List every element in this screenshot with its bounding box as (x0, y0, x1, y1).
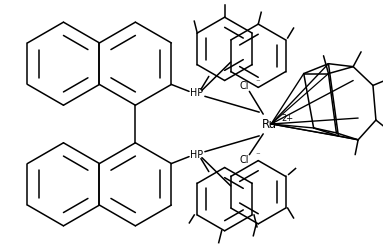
Text: ⁻: ⁻ (255, 78, 260, 87)
Text: Cl: Cl (239, 81, 249, 92)
Text: HP: HP (191, 150, 204, 160)
Text: Cl: Cl (239, 155, 249, 165)
Text: Ru: Ru (261, 118, 277, 130)
Text: 2+: 2+ (281, 114, 293, 123)
Text: ⁻: ⁻ (255, 151, 260, 160)
Text: HP: HP (191, 88, 204, 98)
